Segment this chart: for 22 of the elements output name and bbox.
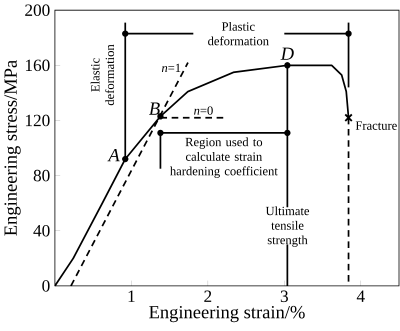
y-tick-label: 0	[42, 280, 50, 292]
y-tick-label: 40	[33, 225, 50, 237]
annotation: n=1	[162, 64, 180, 72]
annotation: D	[280, 48, 294, 60]
annotation: Plastic deformation	[208, 22, 269, 46]
x-tick-label: 3	[280, 290, 288, 302]
y-axis-title: Engineering stress/MPa	[4, 60, 21, 236]
annotation: Region used to calculate strain hardening coefficient	[170, 138, 278, 178]
x-tick-label: 1	[128, 290, 135, 302]
x-axis-title: Engineering strain/%	[149, 306, 305, 322]
annotation: Elastic deformation	[90, 44, 114, 106]
y-tick-label: 80	[34, 170, 50, 182]
y-tick-label: 200	[25, 4, 50, 16]
annotation: n=0	[194, 106, 213, 116]
y-tick-label: 160	[26, 60, 50, 72]
x-tick-label: 2	[204, 290, 212, 302]
annotation: B	[149, 102, 160, 116]
annotation: Fracture	[356, 122, 397, 130]
annotation: Ultimate tensile strength	[266, 206, 310, 248]
annotation: A	[107, 149, 120, 162]
x-tick-label: 4	[356, 290, 365, 302]
y-tick-label: 120	[26, 114, 50, 127]
